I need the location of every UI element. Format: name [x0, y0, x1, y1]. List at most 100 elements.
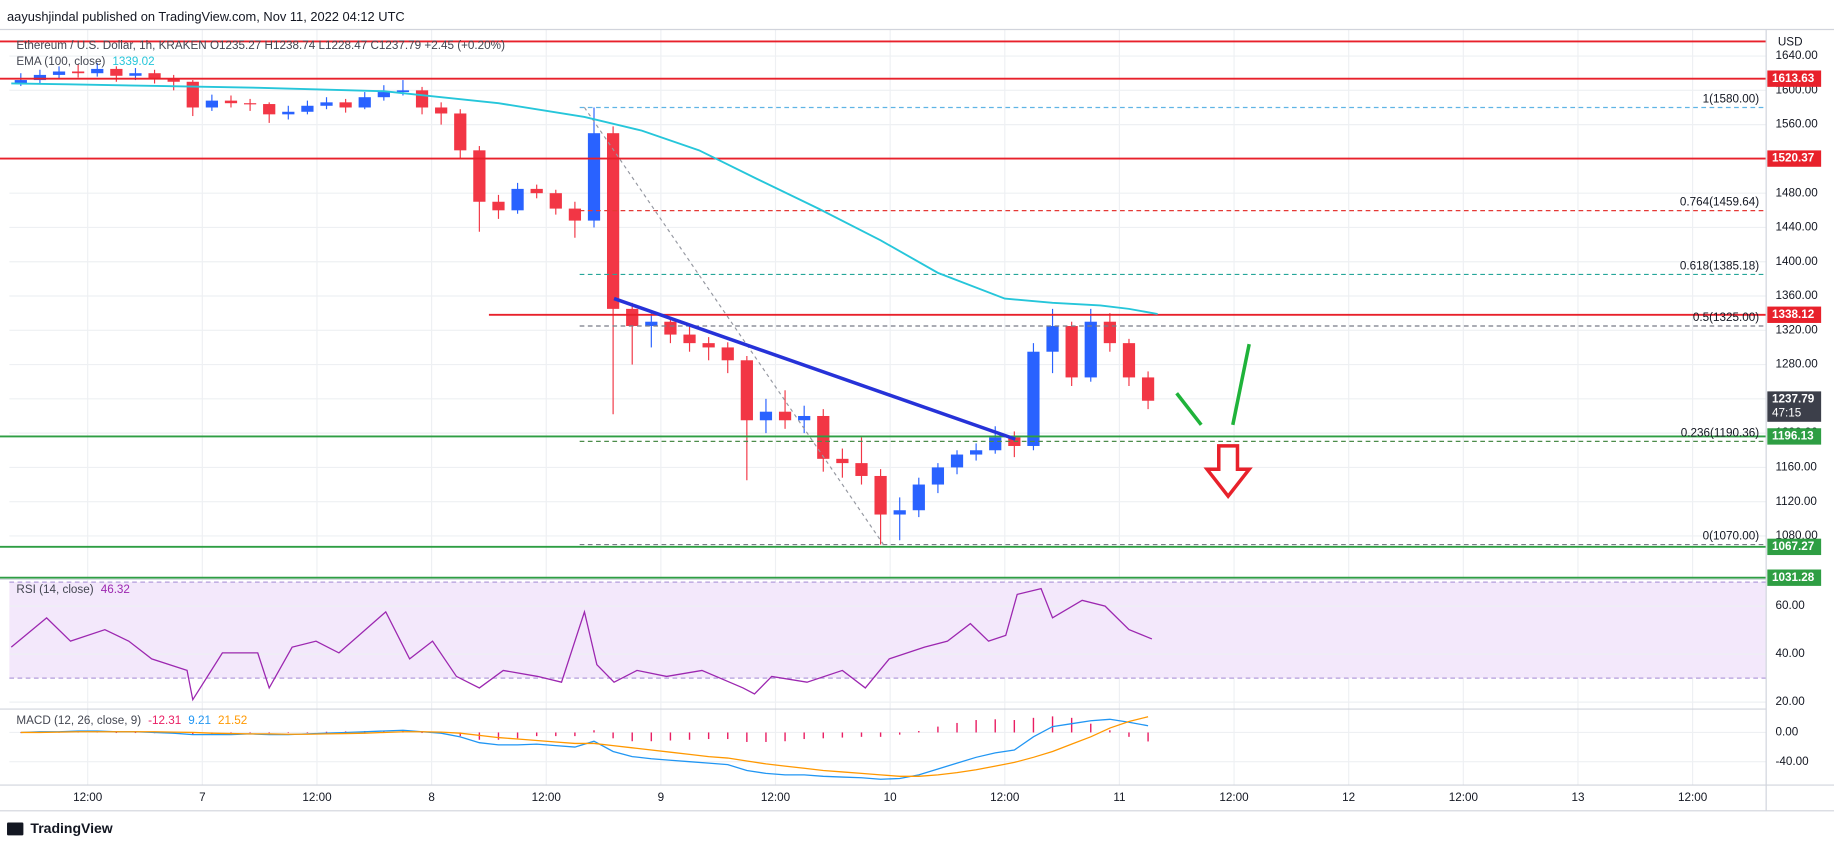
candle-body — [301, 105, 314, 112]
macd-histogram-bar — [535, 732, 538, 737]
footer-logo: TradingView — [7, 820, 113, 836]
candle-body — [798, 415, 811, 421]
candle-body — [989, 437, 1002, 451]
ema-line — [11, 82, 1158, 315]
macd-histogram-bar — [1109, 730, 1111, 733]
ema-legend: EMA (100, close) 1339.02 — [16, 55, 154, 68]
candle-body — [415, 90, 429, 108]
y-tick-label: 1440.00 — [1776, 221, 1819, 234]
currency-label: USD — [1778, 35, 1803, 48]
candle-body — [263, 104, 276, 115]
level-price-tag — [1767, 150, 1822, 167]
x-tick-label: 10 — [884, 791, 898, 804]
macd-histogram-bar — [631, 732, 633, 742]
y-tick-label: 1320.00 — [1776, 323, 1819, 336]
x-tick-label: 12:00 — [1678, 791, 1708, 804]
candle-body — [72, 71, 85, 74]
candle-body — [186, 81, 199, 108]
candle-body — [205, 100, 218, 108]
candle-body — [377, 92, 390, 98]
rsi-legend: RSI (14, close) 46.32 — [16, 583, 130, 596]
macd-histogram-bar — [727, 732, 729, 740]
level-price-label: 1067.27 — [1772, 540, 1814, 553]
trendline — [613, 296, 1016, 441]
candle-body — [454, 113, 467, 151]
fib-label: 0.5(1325.00) — [1693, 311, 1759, 324]
y-tick-label: 20.00 — [1776, 695, 1806, 708]
green-arrow-down — [1175, 392, 1203, 426]
rsi-line — [10, 587, 1153, 702]
y-tick-label: 1480.00 — [1776, 186, 1819, 199]
candle-body — [855, 463, 868, 476]
macd-histogram-bar — [650, 732, 653, 742]
macd-histogram-value: -12.31 — [148, 714, 181, 727]
macd-histogram-bar — [249, 732, 251, 734]
macd-histogram-bar — [688, 732, 691, 740]
signal-line — [20, 716, 1149, 777]
macd-histogram-bar — [555, 732, 557, 737]
candle-body — [110, 68, 123, 76]
candle-body — [320, 102, 333, 106]
macd-histogram-bar — [822, 732, 824, 739]
macd-legend-name: MACD (12, 26, close, 9) — [16, 714, 141, 727]
candle-body — [530, 188, 543, 194]
candle-body — [645, 321, 658, 327]
fib-label: 0.236(1190.36) — [1681, 426, 1760, 439]
candle-body — [721, 347, 734, 361]
level-price-tag — [1767, 70, 1822, 87]
y-tick-label: 1360.00 — [1776, 289, 1819, 302]
macd-histogram-bar — [860, 732, 863, 737]
level-price-label: 1196.13 — [1772, 430, 1814, 443]
macd-histogram-bar — [975, 720, 977, 733]
marks-layer — [0, 40, 1767, 780]
candle-body — [1141, 377, 1155, 401]
y-tick-label: 1560.00 — [1776, 118, 1819, 131]
candle-body — [435, 107, 448, 114]
candle-body — [950, 454, 964, 468]
y-tick-label: 1120.00 — [1776, 495, 1818, 508]
candle-body — [167, 78, 180, 82]
publisher-line: aayushjindal published on TradingView.co… — [7, 9, 405, 24]
symbol-legend: Ethereum / U.S. Dollar, 1h, KRAKEN O1235… — [16, 39, 505, 52]
candle-body — [339, 102, 352, 108]
candle-body — [14, 80, 27, 84]
candle-body — [33, 74, 47, 81]
x-tick-label: 9 — [658, 791, 665, 804]
candle-body — [91, 68, 104, 74]
macd-histogram-bar — [1147, 732, 1149, 742]
logo-mark — [7, 822, 24, 836]
macd-histogram-bar — [1128, 732, 1130, 737]
candle-body — [549, 193, 562, 209]
background — [0, 3, 1834, 842]
macd-value: 9.21 — [188, 714, 211, 727]
macd-histogram-bar — [516, 732, 519, 739]
x-tick-label: 12:00 — [1449, 791, 1479, 804]
y-tick-label: 1160.00 — [1776, 460, 1818, 473]
macd-histogram-bar — [497, 732, 500, 740]
macd-histogram-bar — [574, 732, 576, 737]
macd-histogram-bar — [1013, 720, 1016, 733]
macd-histogram-bar — [383, 730, 385, 733]
level-price-tag — [1767, 306, 1822, 323]
candle-body — [664, 321, 677, 335]
candle-body — [1065, 326, 1078, 378]
candle-body — [683, 334, 696, 344]
rsi-legend-name: RSI (14, close) — [16, 583, 93, 596]
macd-histogram-bar — [918, 730, 920, 733]
candle-body — [568, 208, 582, 221]
candle-body — [931, 467, 945, 485]
ema-legend-value: 1339.02 — [112, 55, 154, 68]
x-tick-label: 12:00 — [73, 791, 103, 804]
candle-body — [358, 97, 371, 108]
candle-body — [893, 510, 906, 515]
countdown-label: 47:15 — [1772, 407, 1802, 420]
rsi-legend-value: 46.32 — [101, 583, 130, 596]
macd-histogram-bar — [459, 732, 461, 737]
last-price-tag — [1767, 391, 1822, 422]
macd-histogram-bar — [994, 719, 996, 733]
x-tick-label: 13 — [1571, 791, 1584, 804]
level-price-label: 1613.63 — [1772, 72, 1815, 85]
level-price-label: 1520.37 — [1772, 152, 1814, 165]
macd-histogram-bar — [612, 732, 614, 739]
y-tick-label: 1400.00 — [1776, 255, 1819, 268]
